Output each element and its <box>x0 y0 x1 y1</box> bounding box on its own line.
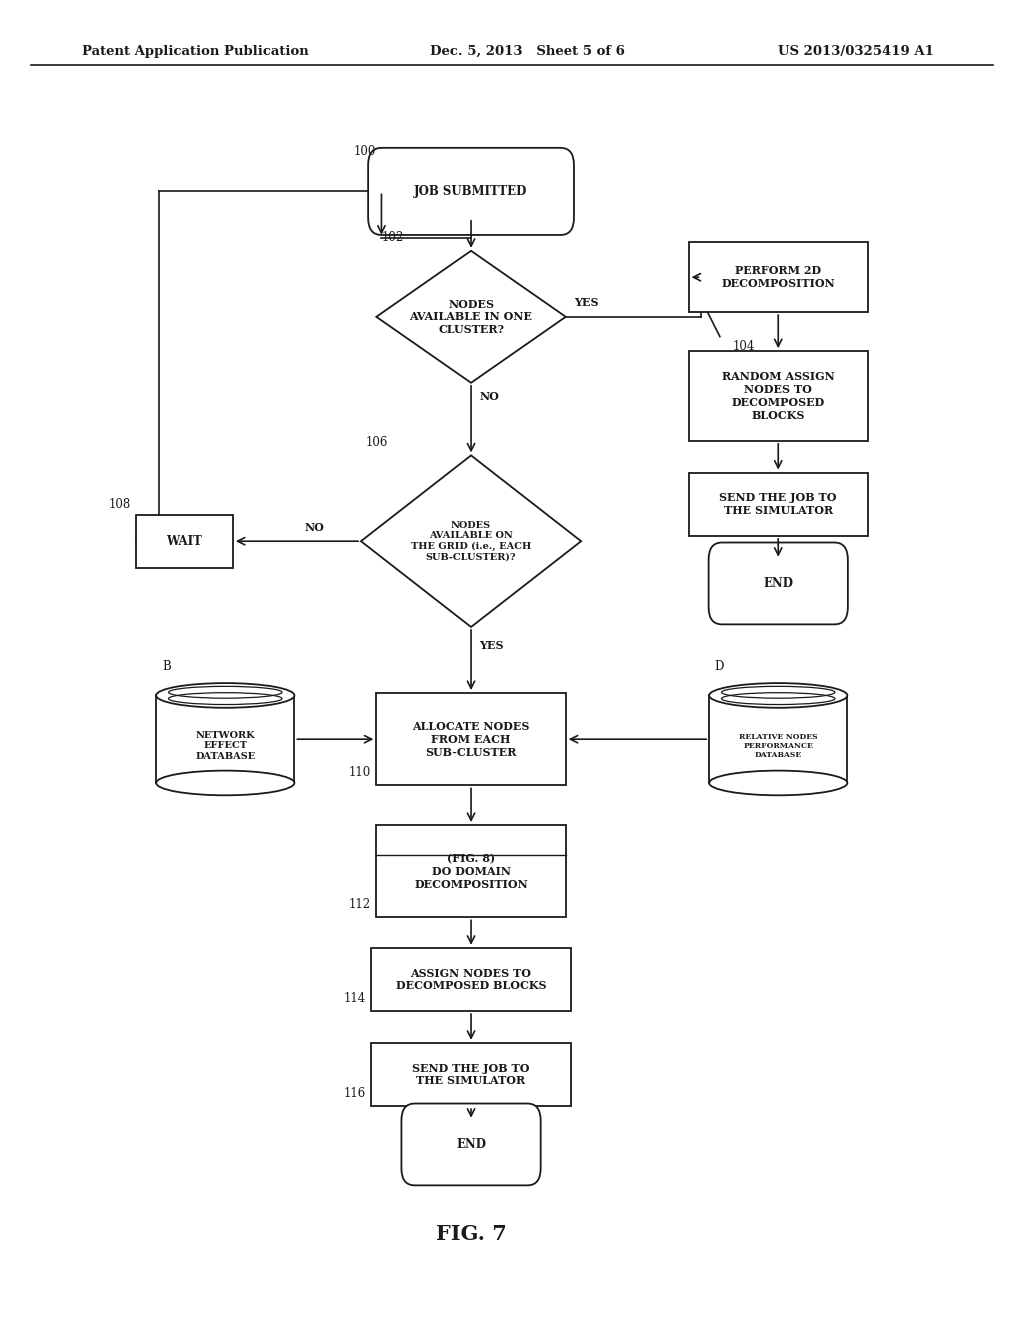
Text: YES: YES <box>479 640 504 652</box>
Text: SEND THE JOB TO
THE SIMULATOR: SEND THE JOB TO THE SIMULATOR <box>720 492 837 516</box>
FancyBboxPatch shape <box>401 1104 541 1185</box>
FancyBboxPatch shape <box>369 148 573 235</box>
Bar <box>372 948 571 1011</box>
Text: NODES
AVAILABLE ON
THE GRID (i.e., EACH
SUB-CLUSTER)?: NODES AVAILABLE ON THE GRID (i.e., EACH … <box>411 521 531 561</box>
Text: SEND THE JOB TO
THE SIMULATOR: SEND THE JOB TO THE SIMULATOR <box>413 1063 529 1086</box>
Bar <box>377 693 565 785</box>
Text: NO: NO <box>305 521 325 533</box>
Bar <box>372 1043 571 1106</box>
Text: 108: 108 <box>109 498 131 511</box>
Text: WAIT: WAIT <box>166 535 203 548</box>
Text: 112: 112 <box>349 898 372 911</box>
Bar <box>135 515 233 568</box>
Bar <box>709 696 848 783</box>
Text: 100: 100 <box>354 145 377 158</box>
Text: ASSIGN NODES TO
DECOMPOSED BLOCKS: ASSIGN NODES TO DECOMPOSED BLOCKS <box>396 968 546 991</box>
Text: ALLOCATE NODES
FROM EACH
SUB-CLUSTER: ALLOCATE NODES FROM EACH SUB-CLUSTER <box>413 721 529 758</box>
Text: 104: 104 <box>732 339 755 352</box>
Text: NETWORK
EFFECT
DATABASE: NETWORK EFFECT DATABASE <box>196 731 255 760</box>
Text: JOB SUBMITTED: JOB SUBMITTED <box>415 185 527 198</box>
Text: (FIG. 8)
DO DOMAIN
DECOMPOSITION: (FIG. 8) DO DOMAIN DECOMPOSITION <box>414 853 528 890</box>
Text: D: D <box>715 660 724 672</box>
Text: Dec. 5, 2013   Sheet 5 of 6: Dec. 5, 2013 Sheet 5 of 6 <box>430 45 625 58</box>
FancyBboxPatch shape <box>709 543 848 624</box>
Text: 102: 102 <box>382 231 403 244</box>
Bar <box>156 696 295 783</box>
Text: END: END <box>763 577 794 590</box>
Ellipse shape <box>156 682 295 708</box>
Text: B: B <box>162 660 171 672</box>
Text: 116: 116 <box>344 1086 367 1100</box>
Bar <box>688 242 867 312</box>
Polygon shape <box>361 455 582 627</box>
Ellipse shape <box>709 771 848 795</box>
Ellipse shape <box>709 682 848 708</box>
Text: 106: 106 <box>367 436 388 449</box>
Bar <box>377 825 565 917</box>
Bar <box>688 473 867 536</box>
Text: FIG. 7: FIG. 7 <box>435 1224 507 1245</box>
Text: NO: NO <box>479 391 499 403</box>
Text: YES: YES <box>573 297 598 309</box>
Text: NODES
AVAILABLE IN ONE
CLUSTER?: NODES AVAILABLE IN ONE CLUSTER? <box>410 298 532 335</box>
Text: Patent Application Publication: Patent Application Publication <box>82 45 308 58</box>
Text: 114: 114 <box>344 991 367 1005</box>
Text: 110: 110 <box>349 766 372 779</box>
Text: US 2013/0325419 A1: US 2013/0325419 A1 <box>778 45 934 58</box>
Ellipse shape <box>156 771 295 795</box>
Text: RELATIVE NODES
PERFORMANCE
DATABASE: RELATIVE NODES PERFORMANCE DATABASE <box>739 733 817 759</box>
Polygon shape <box>377 251 565 383</box>
Text: RANDOM ASSIGN
NODES TO
DECOMPOSED
BLOCKS: RANDOM ASSIGN NODES TO DECOMPOSED BLOCKS <box>722 371 835 421</box>
Text: PERFORM 2D
DECOMPOSITION: PERFORM 2D DECOMPOSITION <box>721 265 836 289</box>
Text: END: END <box>456 1138 486 1151</box>
Bar <box>688 351 867 441</box>
